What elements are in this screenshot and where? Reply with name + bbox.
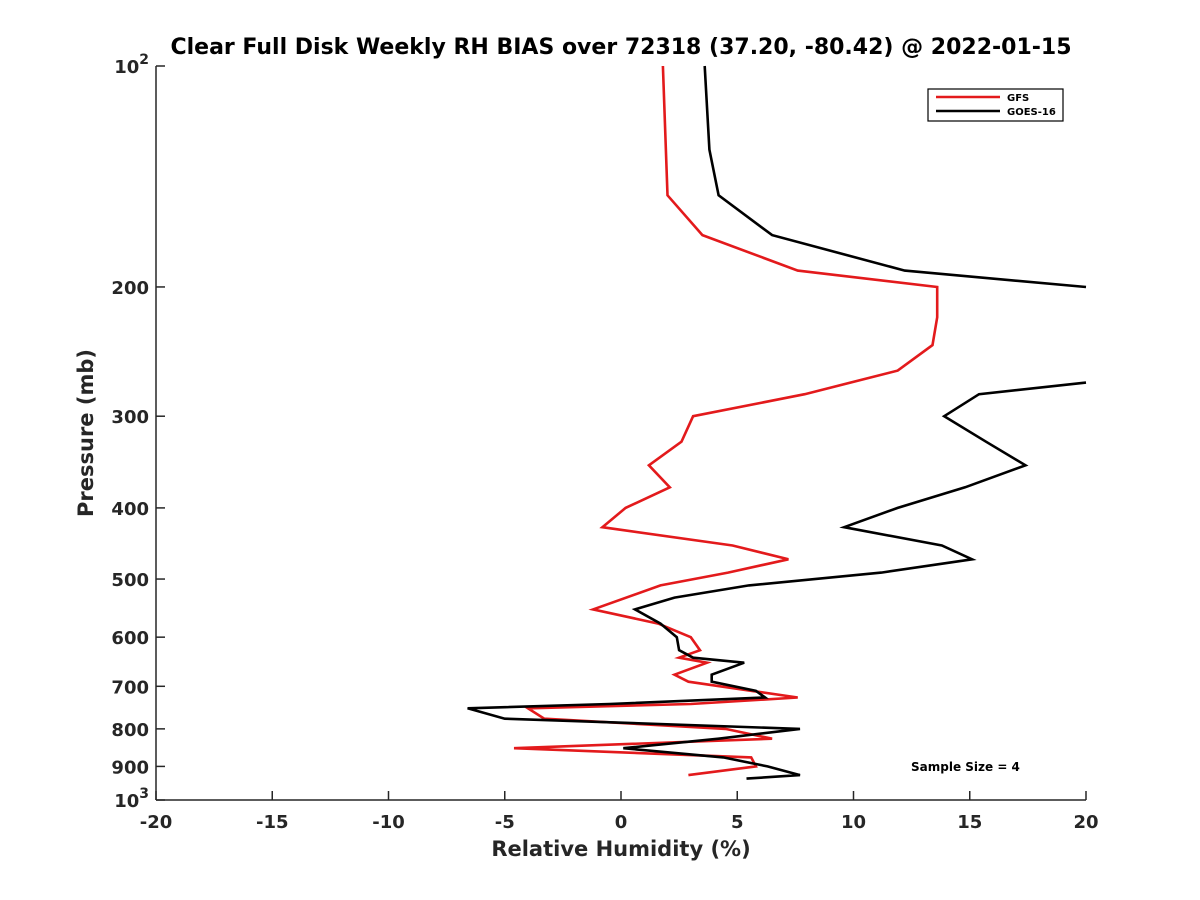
legend-label-goes16: GOES-16 <box>1007 107 1056 118</box>
x-tick-label: -5 <box>495 812 515 833</box>
x-tick-label: 0 <box>615 812 628 833</box>
y-tick-label: 102 <box>114 52 149 78</box>
y-tick-label: 700 <box>111 677 149 698</box>
y-tick-label: 200 <box>111 278 149 299</box>
y-tick-label: 500 <box>111 570 149 591</box>
y-tick-label: 400 <box>111 499 149 520</box>
y-tick-label: 900 <box>111 757 149 778</box>
y-tick-label: 103 <box>114 786 149 812</box>
sample-size-annotation: Sample Size = 4 <box>911 760 1020 774</box>
x-tick-label: 15 <box>957 812 982 833</box>
x-tick-label: 5 <box>731 812 744 833</box>
y-tick-label: 800 <box>111 720 149 741</box>
legend-label-gfs: GFS <box>1007 93 1029 104</box>
x-tick-label: 20 <box>1073 812 1098 833</box>
x-tick-label: -20 <box>140 812 173 833</box>
x-tick-label: 10 <box>841 812 866 833</box>
legend: GFS GOES-16 <box>927 88 1064 122</box>
x-axis-label: Relative Humidity (%) <box>491 837 750 861</box>
x-tick-label: -10 <box>372 812 405 833</box>
legend-box <box>927 88 1064 122</box>
chart-title: Clear Full Disk Weekly RH BIAS over 7231… <box>170 35 1071 60</box>
y-tick-label: 300 <box>111 407 149 428</box>
y-axis-label: Pressure (mb) <box>74 349 98 517</box>
series-line-goes16 <box>467 65 1087 780</box>
y-tick-label: 600 <box>111 628 149 649</box>
series-line-gfs <box>513 65 939 777</box>
plot-area: -20 -15 -10 -5 0 5 10 15 20 102 200 300 400 500 600 700… <box>111 52 1098 833</box>
x-tick-label: -15 <box>256 812 289 833</box>
